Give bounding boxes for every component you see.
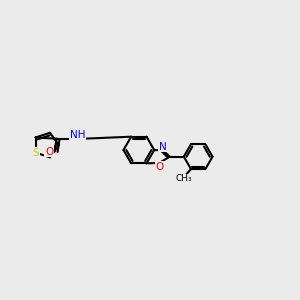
Text: S: S <box>32 148 39 158</box>
Text: CH₃: CH₃ <box>176 175 193 184</box>
Text: O: O <box>45 147 53 157</box>
Text: O: O <box>155 162 164 172</box>
Text: N: N <box>159 142 167 152</box>
Text: NH: NH <box>70 130 86 140</box>
